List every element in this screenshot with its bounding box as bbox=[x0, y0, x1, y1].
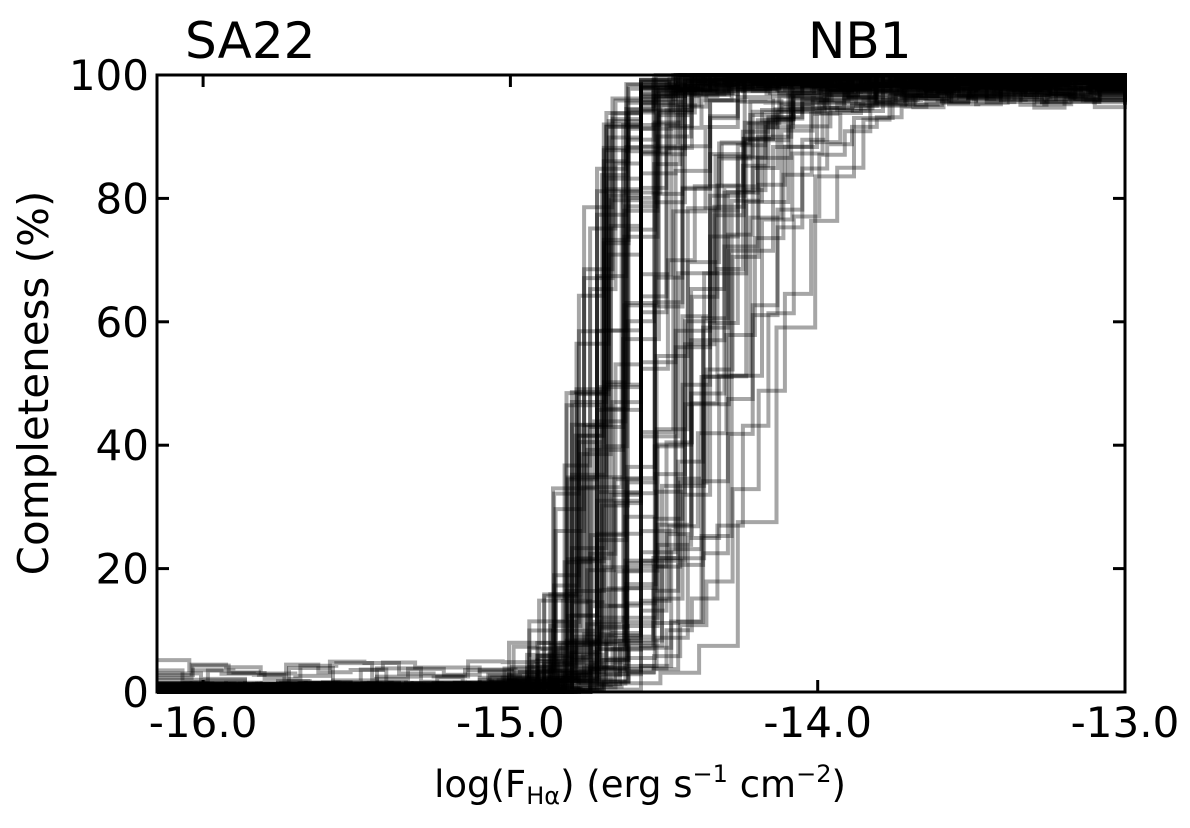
series-line-89 bbox=[157, 77, 1127, 694]
series-line-70 bbox=[157, 75, 1127, 694]
plot-frame bbox=[155, 73, 1127, 694]
series-line-49 bbox=[157, 73, 1125, 694]
series-line-76 bbox=[157, 84, 1127, 694]
series-line-5 bbox=[157, 76, 1127, 694]
x-axis-label-sup1: −1 bbox=[693, 760, 728, 788]
y-tick-label-2: 40 bbox=[96, 421, 149, 470]
series-line-53 bbox=[157, 73, 1127, 694]
series-line-72 bbox=[157, 73, 1127, 680]
y-tick-label-3: 60 bbox=[96, 298, 149, 347]
series-line-3 bbox=[157, 73, 1127, 694]
series-line-81 bbox=[157, 88, 1127, 694]
ticks-layer: -16.0 -15.0 -14.0 -13.0 0 20 40 60 80 100 bbox=[69, 51, 1180, 747]
series-line-68 bbox=[157, 84, 1127, 694]
x-tick-label-2: -14.0 bbox=[763, 698, 872, 747]
series-line-75 bbox=[157, 84, 1127, 694]
x-axis-label-prefix: log(F bbox=[434, 763, 526, 806]
series-line-43 bbox=[157, 73, 1125, 694]
x-axis-label-mid: cm bbox=[728, 763, 796, 806]
y-tick-label-4: 80 bbox=[96, 174, 149, 223]
series-line-85 bbox=[157, 87, 1127, 694]
series-line-1 bbox=[157, 73, 1127, 694]
series-line-42 bbox=[157, 73, 1127, 681]
annotation-right: NB1 bbox=[808, 12, 912, 70]
series-line-88 bbox=[157, 82, 1127, 694]
series-line-71 bbox=[157, 86, 1127, 694]
series-line-28 bbox=[157, 73, 1127, 694]
series-line-79 bbox=[157, 75, 1127, 677]
series-line-10 bbox=[157, 73, 1127, 694]
series-line-87 bbox=[157, 78, 1127, 694]
y-tick-label-0: 0 bbox=[122, 668, 149, 717]
x-axis-label-sup2: −2 bbox=[796, 760, 831, 788]
series-line-12 bbox=[157, 73, 1127, 694]
series-line-83 bbox=[157, 81, 1127, 694]
series-line-38 bbox=[157, 73, 1127, 694]
series-line-34 bbox=[157, 79, 1127, 687]
x-tick-label-0: -16.0 bbox=[149, 698, 258, 747]
x-axis-label-subscript: Hα bbox=[526, 782, 560, 810]
series-line-7 bbox=[157, 73, 1127, 694]
y-tick-label-1: 20 bbox=[96, 545, 149, 594]
series-line-25 bbox=[157, 73, 1127, 694]
series-line-44 bbox=[157, 73, 1127, 694]
series-line-20 bbox=[157, 74, 1127, 694]
series-line-80 bbox=[157, 73, 1127, 694]
series-line-61 bbox=[157, 88, 1127, 694]
series-layer bbox=[157, 73, 1127, 694]
x-axis-label: log(FHα) (erg s−1 cm−2) bbox=[434, 760, 846, 810]
series-line-39 bbox=[157, 73, 1125, 694]
series-line-26 bbox=[157, 73, 1127, 694]
series-line-59 bbox=[157, 81, 1127, 694]
x-axis-label-end: ) bbox=[831, 763, 845, 806]
x-axis-label-suffix: ) (erg s bbox=[560, 763, 692, 806]
y-tick-label-5: 100 bbox=[69, 51, 149, 100]
series-line-40 bbox=[157, 73, 1127, 694]
series-line-66 bbox=[157, 73, 1127, 694]
x-tick-label-1: -15.0 bbox=[456, 698, 565, 747]
series-line-33 bbox=[157, 73, 1125, 694]
annotation-left: SA22 bbox=[185, 12, 316, 70]
series-line-17 bbox=[157, 73, 1125, 694]
y-axis-label: Completeness (%) bbox=[9, 191, 58, 576]
series-line-60 bbox=[157, 87, 1127, 694]
x-tick-label-3: -13.0 bbox=[1071, 698, 1180, 747]
series-line-4 bbox=[157, 73, 1127, 694]
series-line-23 bbox=[157, 73, 1127, 694]
series-line-84 bbox=[157, 78, 1127, 694]
